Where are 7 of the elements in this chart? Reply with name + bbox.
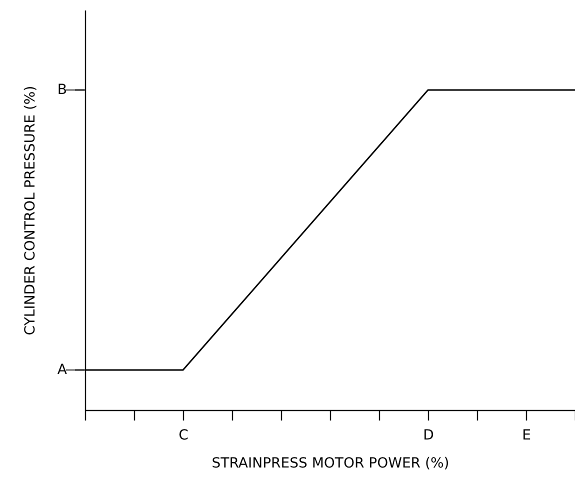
y-axis-title: CYLINDER CONTROL PRESSURE (%) xyxy=(22,86,38,336)
x-tick-label: E xyxy=(522,428,531,444)
x-tick-label: C xyxy=(178,428,189,444)
text: A xyxy=(57,362,68,378)
x-tick-label: D xyxy=(423,428,434,444)
text: B xyxy=(57,82,67,98)
x-axis-title: STRAINPRESS MOTOR POWER (%) xyxy=(212,456,450,472)
